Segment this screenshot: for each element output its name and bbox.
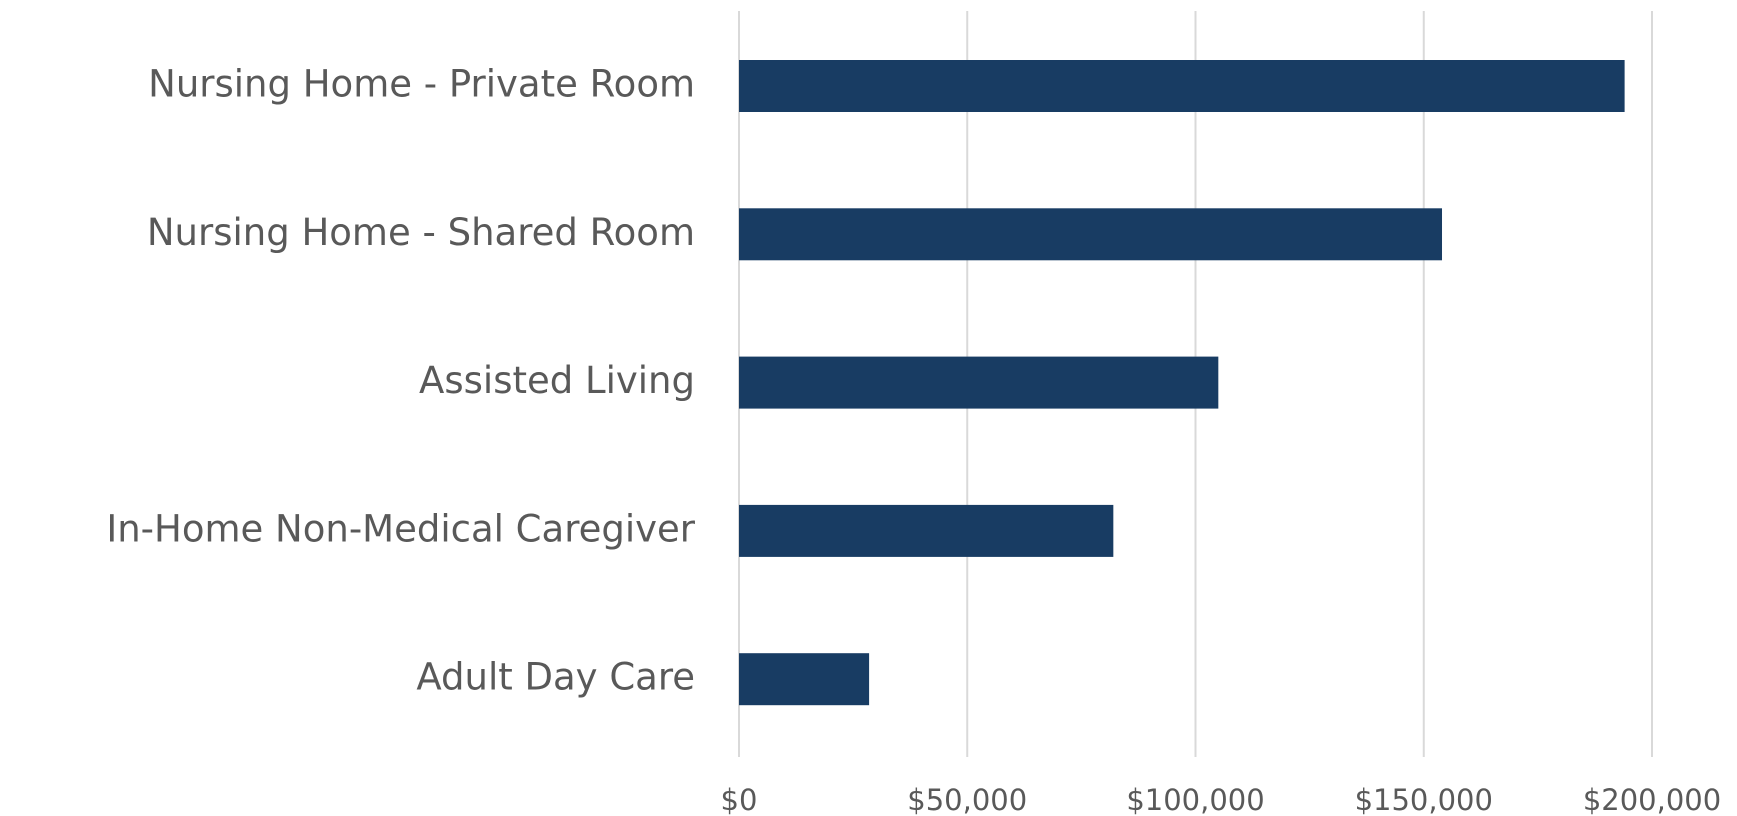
bar (739, 60, 1625, 112)
bar (739, 208, 1443, 261)
y-tick-label: In-Home Non-Medical Caregiver (106, 507, 695, 550)
y-tick-label: Nursing Home - Shared Room (147, 211, 695, 254)
x-tick-label: $50,000 (907, 783, 1027, 816)
bar (739, 504, 1114, 557)
x-tick-label: $150,000 (1355, 783, 1493, 816)
bar (739, 653, 870, 706)
x-tick-label: $0 (721, 783, 758, 816)
bar (739, 356, 1219, 409)
y-tick-label: Nursing Home - Private Room (148, 63, 695, 106)
x-tick-label: $200,000 (1583, 783, 1721, 816)
x-tick-label: $100,000 (1126, 783, 1264, 816)
y-tick-label: Adult Day Care (416, 656, 695, 699)
y-tick-label: Assisted Living (419, 359, 695, 402)
